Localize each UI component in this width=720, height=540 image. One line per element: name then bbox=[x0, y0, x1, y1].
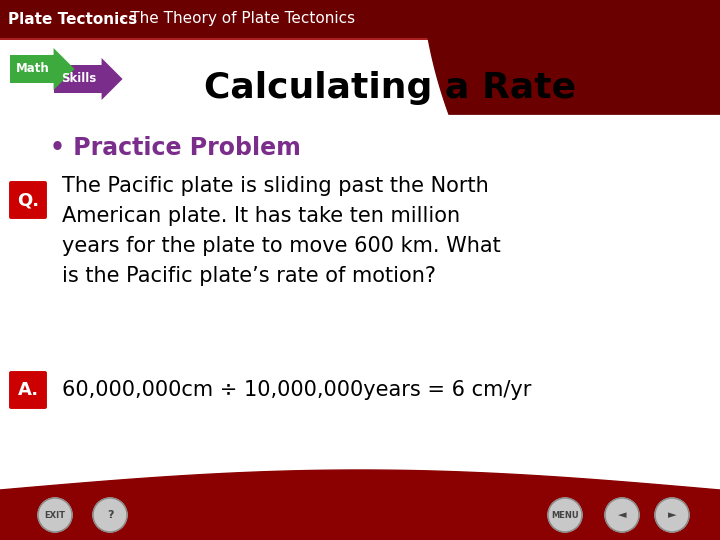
Text: years for the plate to move 600 km. What: years for the plate to move 600 km. What bbox=[62, 236, 500, 256]
Circle shape bbox=[93, 498, 127, 532]
Text: EXIT: EXIT bbox=[45, 510, 66, 519]
Text: 60,000,000cm ÷ 10,000,000years = 6 cm/yr: 60,000,000cm ÷ 10,000,000years = 6 cm/yr bbox=[62, 380, 531, 400]
Text: Q.: Q. bbox=[17, 191, 39, 209]
Bar bbox=[0, 38, 720, 40]
FancyBboxPatch shape bbox=[8, 180, 48, 220]
Text: is the Pacific plate’s rate of motion?: is the Pacific plate’s rate of motion? bbox=[62, 266, 436, 286]
Circle shape bbox=[655, 498, 689, 532]
Text: ?: ? bbox=[107, 510, 113, 520]
Circle shape bbox=[605, 498, 639, 532]
Text: ◄: ◄ bbox=[618, 510, 626, 520]
FancyBboxPatch shape bbox=[54, 58, 122, 100]
Polygon shape bbox=[420, 0, 720, 114]
Text: The Pacific plate is sliding past the North: The Pacific plate is sliding past the No… bbox=[62, 176, 489, 196]
Text: A.: A. bbox=[17, 381, 39, 399]
Text: Math: Math bbox=[16, 63, 50, 76]
Text: ►: ► bbox=[667, 510, 676, 520]
Text: Skills: Skills bbox=[61, 72, 96, 85]
Text: Plate Tectonics: Plate Tectonics bbox=[8, 11, 138, 26]
Text: Calculating a Rate: Calculating a Rate bbox=[204, 71, 576, 105]
Text: American plate. It has take ten million: American plate. It has take ten million bbox=[62, 206, 460, 226]
Text: • Practice Problem: • Practice Problem bbox=[50, 136, 301, 160]
FancyBboxPatch shape bbox=[8, 370, 48, 410]
Circle shape bbox=[548, 498, 582, 532]
Text: - The Theory of Plate Tectonics: - The Theory of Plate Tectonics bbox=[115, 11, 355, 26]
FancyBboxPatch shape bbox=[10, 48, 75, 90]
Polygon shape bbox=[0, 470, 720, 540]
Text: MENU: MENU bbox=[552, 510, 579, 519]
Circle shape bbox=[38, 498, 72, 532]
Bar bbox=[0, 0, 720, 38]
